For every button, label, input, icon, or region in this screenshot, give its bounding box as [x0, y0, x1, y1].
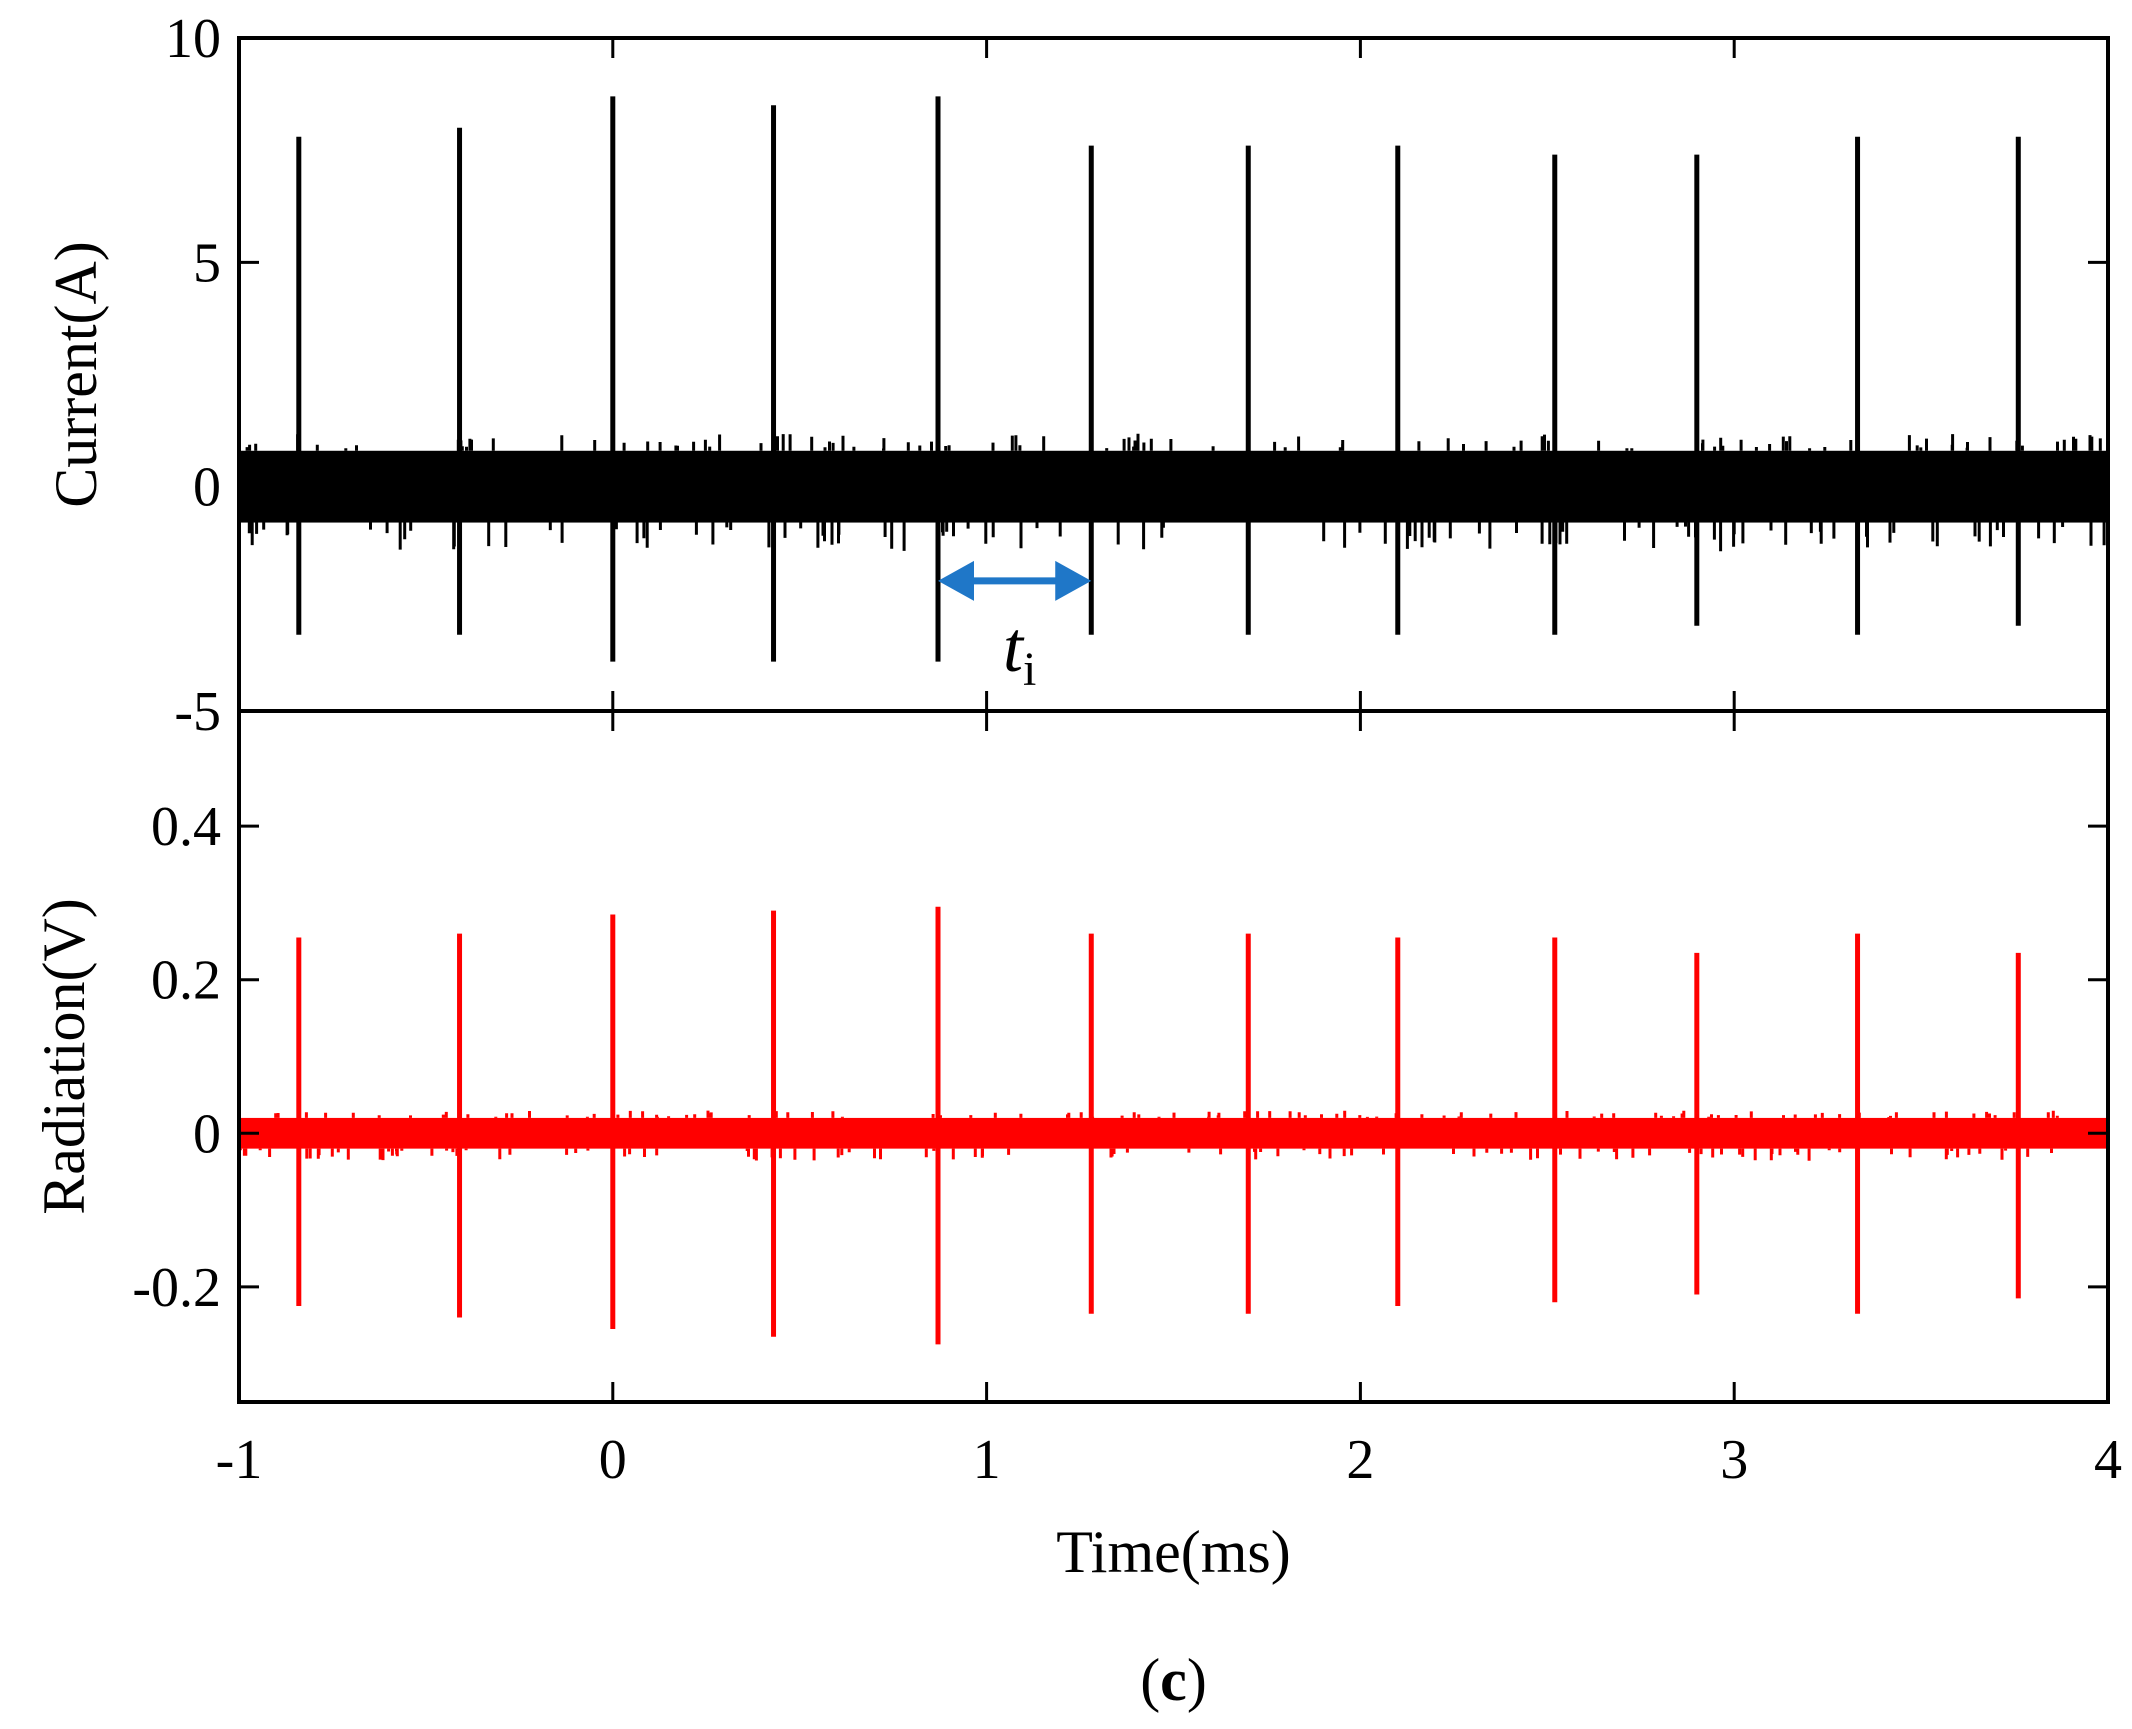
x-tick-label: 4 [2094, 1429, 2122, 1491]
panel-label: (c) [1140, 1647, 1207, 1713]
x-tick-label: 0 [599, 1429, 627, 1491]
arrow-head-right [1055, 560, 1092, 601]
current-y-axis-label: Current(A) [43, 241, 109, 508]
baseline-noise-band [239, 450, 2108, 523]
current-series [239, 96, 2108, 662]
x-tick-label: 2 [1346, 1429, 1374, 1491]
time-x-axis-label: Time(ms) [1056, 1519, 1291, 1585]
current-y-ticks: 10 5 0 -5 [165, 8, 2108, 743]
arrow-head-left [938, 560, 975, 601]
radiation-series [238, 906, 2108, 1345]
y-tick-label: 5 [193, 232, 221, 294]
y-tick-label: 10 [165, 8, 221, 70]
current-x-ticks [237, 38, 2110, 711]
current-panel: 10 5 0 -5 ti Current(A) [43, 8, 2110, 743]
x-tick-label: -1 [216, 1429, 263, 1491]
y-tick-label: 0.4 [151, 796, 221, 858]
baseline-noise-band [239, 1117, 2108, 1149]
current-plot-frame [237, 36, 2110, 713]
y-tick-label: -5 [174, 681, 221, 743]
x-tick-label: 3 [1720, 1429, 1748, 1491]
y-tick-label: 0 [193, 457, 221, 519]
radiation-x-ticks: -1 0 1 2 3 4 [216, 711, 2122, 1491]
interval-annotation: ti [938, 560, 1092, 696]
radiation-y-axis-label: Radiation(V) [31, 898, 97, 1215]
x-tick-label: 1 [973, 1429, 1001, 1491]
noise-spikes [238, 1110, 2059, 1161]
radiation-plot-frame [237, 709, 2110, 1404]
radiation-y-ticks: 0.4 0.2 0 -0.2 [132, 796, 2108, 1319]
y-tick-label: 0.2 [151, 950, 221, 1012]
radiation-panel: 0.4 0.2 0 -0.2 -1 0 1 2 3 4 Radiation(V) Time(ms… [31, 709, 2122, 1585]
y-tick-label: 0 [193, 1103, 221, 1165]
y-tick-label: -0.2 [132, 1257, 221, 1319]
interval-label: ti [1003, 607, 1036, 696]
